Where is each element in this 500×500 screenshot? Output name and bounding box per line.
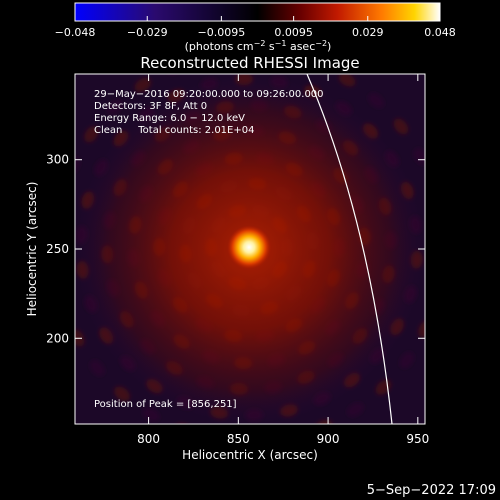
x-tick-label: 950	[406, 432, 429, 446]
sidelobe-blob	[84, 126, 99, 143]
sidelobe-blob	[279, 429, 299, 444]
y-axis-ticks: 200 250 300	[46, 153, 425, 345]
sidelobe-blob	[53, 189, 69, 209]
colorbar-units: (photons cm−2 s−1 asec−2)	[185, 39, 332, 53]
colorbar-tick-label: 0.029	[352, 26, 384, 39]
sidelobe-blob	[436, 251, 449, 270]
y-axis-label: Heliocentric Y (arcsec)	[25, 182, 39, 317]
x-tick-label: 900	[317, 432, 340, 446]
solar-limb	[306, 74, 393, 424]
x-axis-ticks: 800 850 900 950	[137, 74, 429, 446]
sidelobe-blob	[426, 179, 443, 200]
sidelobe-blob	[338, 74, 356, 87]
sidelobe-blob	[393, 118, 409, 135]
info-line-counts: Clean Total counts: 2.01E+04	[94, 125, 254, 136]
sidelobe-blob	[89, 360, 105, 376]
y-tick-label: 200	[46, 331, 69, 345]
colorbar-ticks: −0.048 −0.029 −0.0095 0.0095 0.029 0.048	[55, 16, 456, 39]
sidelobe-blob	[114, 386, 130, 402]
colorbar: −0.048 −0.029 −0.0095 0.0095 0.029 0.048 (pho…	[55, 2, 456, 53]
image-plot-area	[49, 74, 449, 446]
sidelobe-blob	[208, 431, 228, 446]
info-line-energy: Energy Range: 6.0 − 12.0 keV	[94, 113, 245, 124]
colorbar-tick-label: −0.0095	[198, 26, 246, 39]
sidelobe-blob	[49, 225, 62, 244]
x-tick-label: 800	[137, 432, 160, 446]
x-tick-label: 850	[227, 432, 250, 446]
footer-date: 5−Sep−2022 17:09	[367, 483, 496, 498]
sidelobe-blob	[368, 93, 385, 109]
sidelobe-blob	[429, 285, 445, 305]
sidelobe-blob	[55, 295, 72, 316]
colorbar-tick-label: −0.048	[55, 26, 96, 39]
sidelobe-blob	[134, 77, 152, 92]
peak-source	[227, 225, 272, 270]
colorbar-tick-label: 0.0095	[274, 26, 313, 39]
colorbar-tick-label: −0.029	[127, 26, 168, 39]
sidelobe-blob	[413, 147, 425, 165]
peak-position-label: Position of Peak = [856,251]	[94, 399, 237, 410]
y-tick-label: 250	[46, 242, 69, 256]
sidelobe-blob	[347, 402, 364, 417]
y-tick-label: 300	[46, 153, 69, 167]
sidelobe-blob	[107, 99, 123, 115]
sidelobe-blob	[435, 215, 449, 234]
sidelobe-blob	[399, 352, 414, 369]
info-line-detectors: Detectors: 3F 8F, Att 0	[94, 101, 207, 112]
info-line-time: 29−May−2016 09:20:00.000 to 09:26:00.000	[94, 89, 324, 100]
colorbar-tick-label: 0.048	[424, 26, 456, 39]
chart-title: Reconstructed RHESSI Image	[140, 54, 359, 72]
observation-info: 29−May−2016 09:20:00.000 to 09:26:00.000…	[94, 89, 324, 410]
sidelobe-blob	[49, 260, 63, 279]
sidelobe-blob	[75, 156, 80, 174]
colorbar-gradient	[74, 2, 441, 22]
x-axis-label: Heliocentric X (arcsec)	[182, 448, 318, 462]
sidelobe-blob	[142, 407, 160, 422]
